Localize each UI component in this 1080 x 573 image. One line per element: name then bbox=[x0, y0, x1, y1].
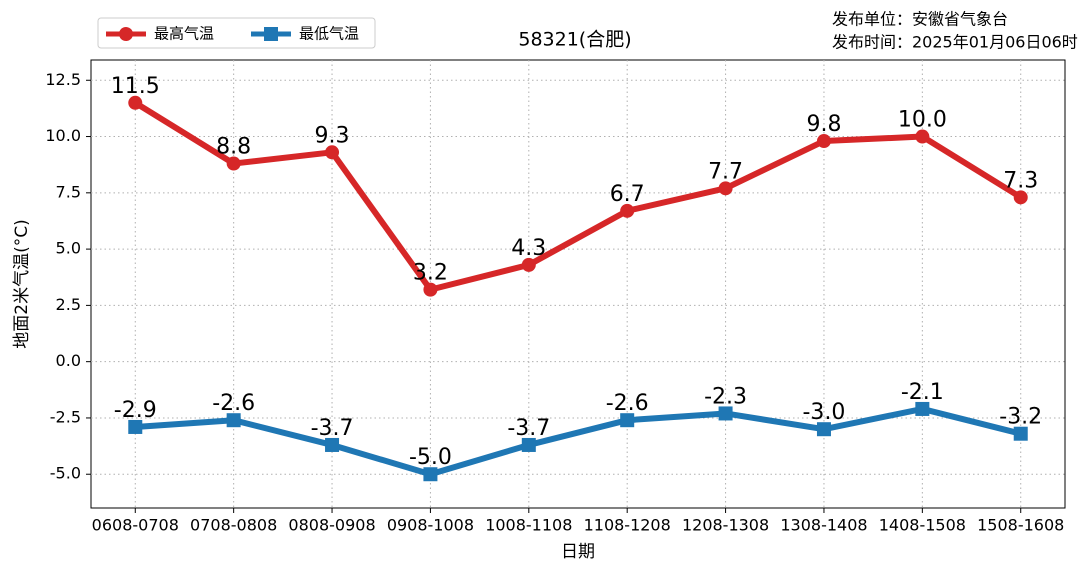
marker bbox=[915, 129, 930, 144]
marker bbox=[325, 145, 340, 160]
marker bbox=[521, 437, 536, 452]
value-label: 3.2 bbox=[413, 261, 448, 286]
value-label: 6.7 bbox=[610, 182, 645, 207]
y-tick-label: -2.5 bbox=[50, 407, 81, 426]
value-label: 4.3 bbox=[511, 236, 546, 261]
marker bbox=[718, 406, 733, 421]
series-line bbox=[135, 405, 1022, 478]
marker bbox=[620, 203, 635, 218]
marker bbox=[816, 422, 831, 437]
marker bbox=[325, 437, 340, 452]
value-label: 7.3 bbox=[1003, 168, 1038, 193]
value-label: 11.5 bbox=[111, 74, 160, 99]
plot-frame bbox=[90, 59, 1066, 509]
value-label: 9.3 bbox=[315, 123, 350, 148]
y-tick-label: 2.5 bbox=[56, 295, 81, 314]
marker bbox=[423, 282, 438, 297]
marker bbox=[816, 134, 831, 149]
legend-box bbox=[97, 17, 376, 49]
chart-title: 58321(合肥) bbox=[518, 29, 631, 51]
y-tick-label: -5.0 bbox=[50, 464, 81, 483]
value-label: -3.7 bbox=[507, 416, 550, 441]
y-axis-label: 地面2米气温(°C) bbox=[12, 219, 32, 348]
value-label: 7.7 bbox=[708, 159, 743, 184]
x-tick-label: 0608-0708 bbox=[92, 516, 179, 535]
marker bbox=[718, 181, 733, 196]
value-label: 8.8 bbox=[216, 135, 251, 160]
value-label: 9.8 bbox=[806, 112, 841, 137]
marker bbox=[620, 413, 635, 428]
series-line bbox=[133, 100, 1023, 293]
publisher: 发布单位：安徽省气象台 bbox=[832, 10, 1008, 29]
x-axis-label: 日期 bbox=[561, 542, 595, 562]
value-label: -2.9 bbox=[114, 398, 157, 423]
marker bbox=[423, 467, 438, 482]
value-label: -2.3 bbox=[704, 384, 747, 409]
x-tick-label: 1008-1108 bbox=[485, 516, 572, 535]
x-tick-label: 0708-0808 bbox=[190, 516, 277, 535]
x-tick-label: 1108-1208 bbox=[584, 516, 671, 535]
x-tick-label: 0808-0908 bbox=[288, 516, 375, 535]
marker bbox=[1013, 190, 1028, 205]
marker bbox=[226, 413, 241, 428]
value-label: -2.1 bbox=[901, 380, 944, 405]
value-label: -3.7 bbox=[311, 416, 354, 441]
y-tick-label: 10.0 bbox=[45, 126, 81, 145]
x-tick-label: 1208-1308 bbox=[682, 516, 769, 535]
marker bbox=[119, 27, 133, 41]
x-tick-label: 0908-1008 bbox=[387, 516, 474, 535]
legend-label: 最高气温 bbox=[154, 25, 214, 43]
value-label: 10.0 bbox=[898, 108, 947, 133]
x-tick-label: 1408-1508 bbox=[879, 516, 966, 535]
marker bbox=[1013, 426, 1028, 441]
y-tick-label: 12.5 bbox=[45, 70, 81, 89]
x-tick-label: 1308-1408 bbox=[780, 516, 867, 535]
value-label: -3.2 bbox=[999, 405, 1042, 430]
y-tick-label: 5.0 bbox=[56, 239, 81, 258]
y-tick-label: 0.0 bbox=[56, 351, 81, 370]
x-tick-label: 1508-1608 bbox=[977, 516, 1064, 535]
legend-label: 最低气温 bbox=[299, 25, 359, 43]
marker bbox=[226, 156, 241, 171]
value-label: -2.6 bbox=[606, 391, 649, 416]
marker bbox=[128, 419, 143, 434]
marker bbox=[521, 257, 536, 272]
marker bbox=[128, 95, 143, 110]
value-label: -2.6 bbox=[212, 391, 255, 416]
marker bbox=[915, 401, 930, 416]
y-tick-label: 7.5 bbox=[56, 182, 81, 201]
publish-time: 发布时间：2025年01月06日06时 bbox=[832, 33, 1078, 52]
value-label: -5.0 bbox=[409, 445, 452, 470]
marker bbox=[264, 27, 278, 41]
value-label: -3.0 bbox=[802, 400, 845, 425]
